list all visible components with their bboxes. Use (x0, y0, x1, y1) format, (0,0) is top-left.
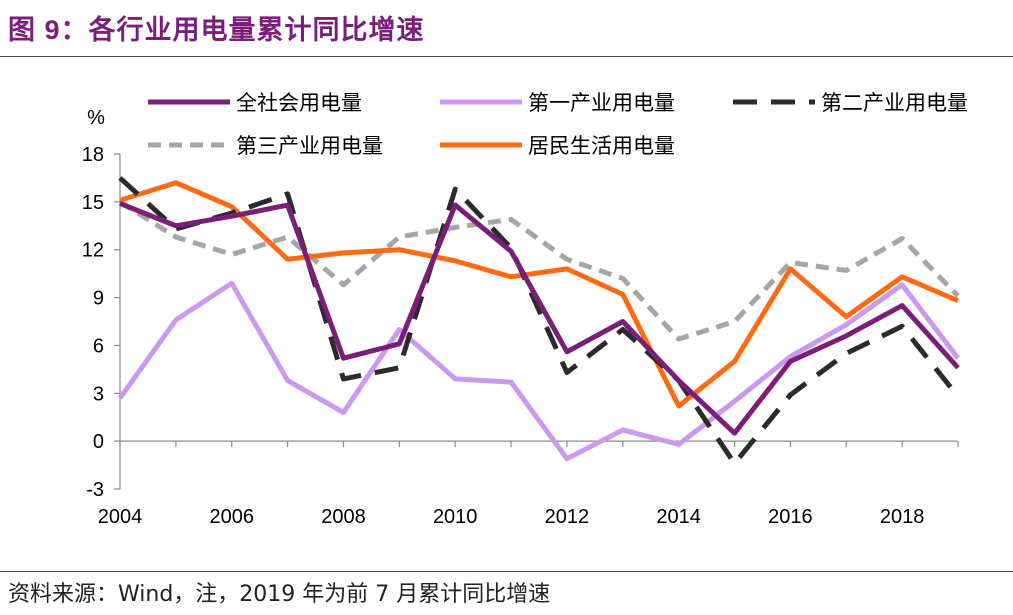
x-tick-label: 2004 (98, 506, 143, 528)
x-tick-label: 2008 (321, 506, 366, 528)
x-tick-label: 2014 (656, 506, 701, 528)
x-tick-label: 2012 (545, 506, 590, 528)
legend-label-2: 第一产业用电量 (528, 91, 675, 115)
chart-series (117, 176, 960, 466)
y-tick-label: 0 (93, 431, 104, 453)
legend-label-5: 居民生活用电量 (528, 134, 675, 158)
series-line-4 (118, 199, 960, 342)
y-axis-unit-label: % (87, 107, 105, 129)
series-line-3 (118, 176, 960, 466)
series-line-1 (119, 201, 960, 436)
series-line-5 (119, 180, 959, 409)
y-tick-label: 12 (82, 240, 104, 262)
x-tick-label: 2018 (880, 506, 925, 528)
legend-label-4: 第三产业用电量 (236, 134, 383, 158)
legend-label-3: 第二产业用电量 (821, 91, 968, 115)
figure-title: 图 9：各行业用电量累计同比增速 (8, 15, 425, 45)
title-divider (0, 56, 1013, 57)
y-tick-label: 3 (93, 383, 104, 405)
source-note: 资料来源：Wind，注，2019 年为前 7 月累计同比增速 (8, 582, 551, 607)
source-divider (0, 571, 1013, 572)
x-tick-label: 2016 (768, 506, 813, 528)
y-tick-label: -3 (86, 479, 104, 501)
y-tick-label: 9 (93, 288, 104, 310)
y-tick-label: 18 (82, 144, 104, 166)
chart-axes: -3 0 3 6 9 12 15 18 2004 2006 2008 2010 2012 2014 2016… (82, 144, 959, 528)
legend-label-1: 全社会用电量 (236, 91, 362, 115)
x-tick-label: 2010 (433, 506, 478, 528)
y-tick-label: 15 (82, 192, 104, 214)
x-tick-label: 2006 (209, 506, 254, 528)
y-tick-label: 6 (93, 335, 104, 357)
series-line-2 (117, 280, 960, 462)
